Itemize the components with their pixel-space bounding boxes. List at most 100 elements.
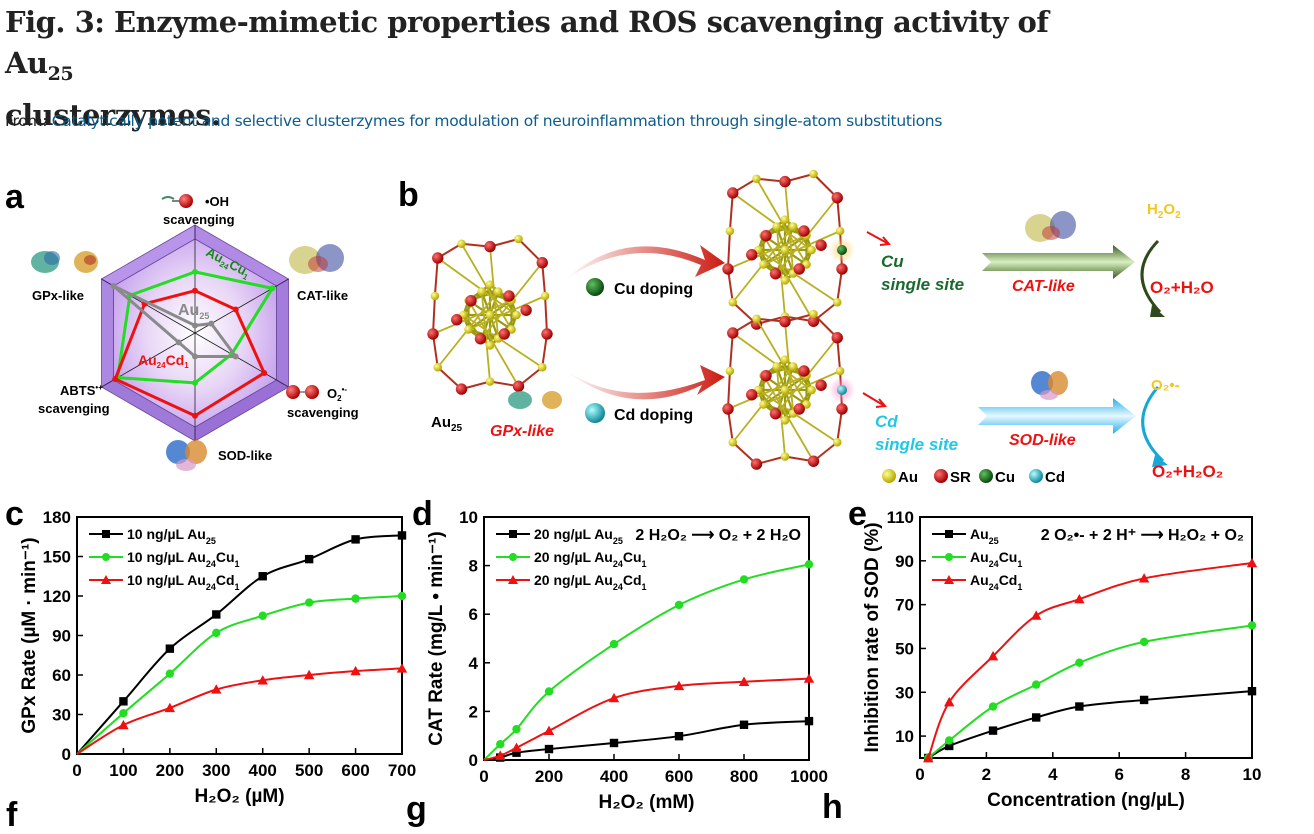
radar-series-au25-point — [208, 320, 215, 327]
staple-bond — [757, 249, 838, 304]
legend-sr-swatch — [934, 469, 948, 483]
series-0-line — [927, 690, 1253, 759]
y-tick-label: 150 — [43, 548, 71, 567]
au-atom — [788, 222, 798, 231]
cat-curved-arrow — [1140, 239, 1162, 314]
series-1-point — [804, 560, 814, 569]
y-tick-label: 10 — [895, 727, 914, 746]
radar-series-au24cd1-point — [192, 287, 198, 294]
series-2-point — [1031, 610, 1042, 620]
sr-atom — [836, 263, 848, 275]
au-atom — [485, 280, 495, 289]
x-tick-label: 0 — [479, 767, 488, 786]
cat-product-label: O₂+H₂O — [1150, 278, 1214, 297]
series-2-point — [350, 665, 361, 676]
au-atom — [780, 355, 790, 364]
x-tick-label: 400 — [249, 761, 277, 780]
series-1-point — [304, 598, 314, 607]
panel-g-letter: g — [406, 790, 427, 828]
staple-bond — [480, 291, 491, 382]
sr-atom — [474, 333, 487, 345]
series-0-line — [483, 720, 810, 761]
y-tick-label: 2 — [469, 702, 478, 721]
series-1-point — [1247, 621, 1257, 630]
sr-atom — [836, 403, 848, 415]
series-2-line — [927, 562, 1253, 759]
legend-label: Au24Cd1 — [970, 572, 1022, 592]
radar-series-au25-point — [175, 339, 182, 346]
sod-protein-icon — [166, 440, 207, 471]
au-atom — [780, 245, 790, 255]
y-tick-label: 30 — [895, 683, 914, 702]
radar-series-au25-point — [192, 353, 198, 360]
radar-series-au25-point — [232, 353, 239, 360]
plot-frame — [919, 516, 1253, 759]
radar-bevel-edge — [101, 379, 114, 388]
series-2-point — [164, 702, 176, 713]
au-atom — [780, 416, 790, 425]
superoxide-substrate-label: O₂•- — [1151, 377, 1180, 394]
sod-protein-icon-b — [1031, 371, 1068, 400]
sr-atom — [746, 389, 758, 401]
series-2-point — [303, 669, 315, 680]
legend-cd-label: Cd — [1045, 469, 1065, 486]
series-1-point — [496, 740, 505, 749]
y-tick-label: 180 — [43, 508, 71, 527]
legend-marker — [102, 530, 110, 538]
legend-label: Au25 — [970, 526, 999, 546]
y-tick-label: 4 — [469, 654, 479, 673]
au-atom — [809, 309, 818, 319]
radar-series-au24cu1-point — [192, 268, 198, 275]
cat-protein-icon-b — [1025, 211, 1076, 242]
y-axis-label: GPx Rate (µM · min⁻¹) — [19, 537, 40, 733]
au-atom — [759, 260, 768, 269]
series-2-line — [76, 667, 403, 755]
legend-marker — [508, 575, 518, 584]
x-tick-label: 100 — [109, 761, 137, 780]
x-tick-label: 4 — [1048, 765, 1058, 784]
x-tick-label: 300 — [202, 761, 230, 780]
series-2-point — [673, 680, 685, 691]
y-tick-label: 60 — [52, 666, 71, 685]
au-atom — [809, 169, 818, 179]
series-0-point — [512, 748, 521, 757]
sr-atom — [760, 230, 772, 242]
x-tick-label: 400 — [600, 767, 628, 786]
series-2-point — [1246, 557, 1258, 568]
panel-a-letter: a — [5, 178, 24, 216]
radar-series-label-cd: Au24Cd1 — [138, 352, 189, 370]
series-2-point — [738, 676, 750, 686]
sr-atom — [503, 290, 515, 302]
au-atom — [788, 362, 798, 371]
series-0-point — [1247, 686, 1257, 696]
source-article-link[interactable]: Catalytically potent and selective clust… — [51, 112, 943, 130]
radar-series-au24cu1-point — [269, 285, 276, 292]
sr-atom — [520, 304, 532, 316]
radar-series-au24cd1-point — [192, 412, 198, 419]
figure-title-subscript: 25 — [47, 62, 74, 85]
series-1-point — [988, 702, 998, 711]
au-atom — [835, 366, 845, 376]
gpx-protein-icon-b — [508, 391, 562, 409]
series-0-point — [945, 741, 954, 751]
au-atom — [725, 366, 735, 376]
y-tick-label: 50 — [895, 639, 914, 658]
sr-atom — [769, 268, 782, 280]
legend-cu-swatch — [979, 469, 993, 483]
figure-title: Fig. 3: Enzyme-mimetic properties and RO… — [5, 2, 1105, 136]
panel-h-letter: h — [822, 788, 843, 826]
series-2-point — [1138, 573, 1150, 583]
series-0-point — [258, 572, 267, 581]
au-atom — [752, 174, 761, 184]
legend-marker — [102, 553, 110, 561]
legend-au-swatch — [882, 469, 896, 483]
plot-frame — [483, 516, 810, 761]
cat-reaction-arrow — [982, 245, 1135, 279]
cu-atom-icon — [586, 278, 604, 296]
y-tick-label: 90 — [52, 627, 71, 646]
au24cu1-cluster-structure — [722, 169, 855, 330]
series-2-point — [987, 650, 999, 661]
au-atom — [780, 215, 790, 224]
staple-bond — [732, 332, 813, 391]
sr-atom — [779, 175, 791, 188]
